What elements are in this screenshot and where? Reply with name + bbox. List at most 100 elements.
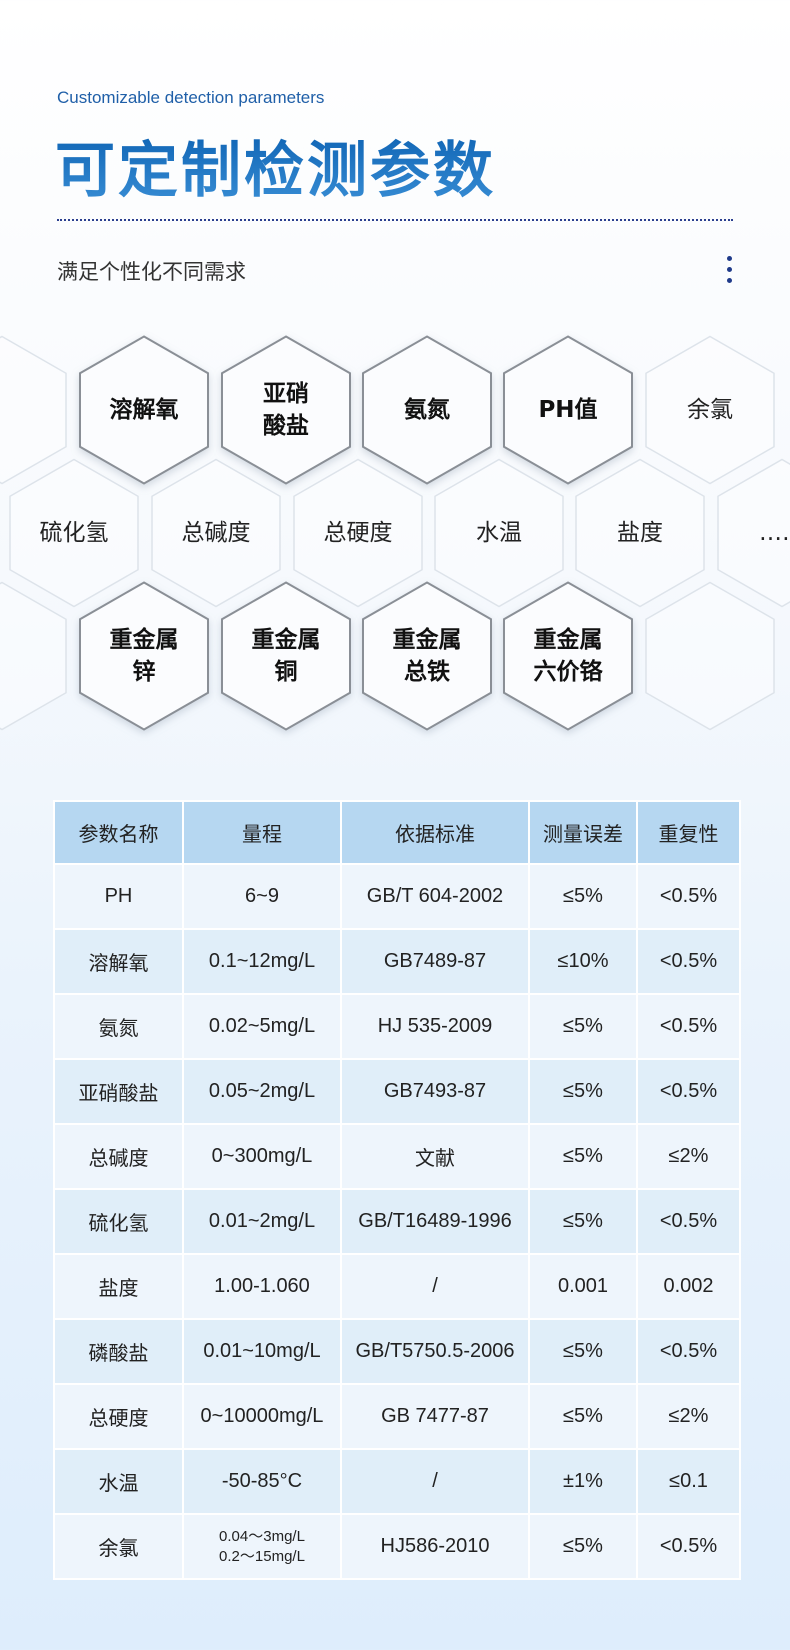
table-cell: 溶解氧 — [53, 928, 184, 995]
table-cell: ≤0.1 — [636, 1448, 741, 1515]
table-cell: <0.5% — [636, 1188, 741, 1255]
column-header: 测量误差 — [528, 800, 638, 865]
table-cell: 0~10000mg/L — [182, 1383, 342, 1450]
vertical-dots-icon — [727, 256, 733, 289]
table-row: 硫化氢 0.01~2mg/L GB/T16489-1996 ≤5% <0.5% — [53, 1188, 741, 1255]
table-cell: 0.002 — [636, 1253, 741, 1320]
table-cell: ≤5% — [528, 993, 638, 1060]
table-cell: 0.1~12mg/L — [182, 928, 342, 995]
table-cell: <0.5% — [636, 1318, 741, 1385]
table-cell: GB 7477-87 — [340, 1383, 530, 1450]
hexagon-tile — [79, 335, 209, 485]
table-cell: 0.01~2mg/L — [182, 1188, 342, 1255]
table-cell: GB/T 604-2002 — [340, 863, 530, 930]
table-row: 总碱度 0~300mg/L 文献 ≤5% ≤2% — [53, 1123, 741, 1190]
table-cell: 总碱度 — [53, 1123, 184, 1190]
hexagon-label: 重金属 六价铬 — [533, 627, 603, 685]
table-cell: 6~9 — [182, 863, 342, 930]
hexagon-tile — [434, 458, 564, 608]
column-header: 依据标准 — [340, 800, 530, 865]
table-cell: ≤5% — [528, 1188, 638, 1255]
hexagon-tile — [293, 458, 423, 608]
hexagon-label: 总硬度 — [323, 520, 393, 546]
table-cell: ≤5% — [528, 1513, 638, 1580]
table-cell: 0.01~10mg/L — [182, 1318, 342, 1385]
table-cell: 文献 — [340, 1123, 530, 1190]
table-header-row: 参数名称 量程 依据标准 测量误差 重复性 — [53, 800, 741, 865]
column-header: 参数名称 — [53, 800, 184, 865]
hexagon-label: 总碱度 — [181, 520, 251, 546]
hexagon-label: 硫化氢 — [39, 520, 109, 546]
table-cell: 硫化氢 — [53, 1188, 184, 1255]
table-cell: ±1% — [528, 1448, 638, 1515]
hexagon-tile — [575, 458, 705, 608]
table-cell: <0.5% — [636, 1058, 741, 1125]
table-cell: / — [340, 1448, 530, 1515]
table-cell: 总硬度 — [53, 1383, 184, 1450]
table-row: 总硬度 0~10000mg/L GB 7477-87 ≤5% ≤2% — [53, 1383, 741, 1450]
hexagon-label: 重金属 锌 — [109, 627, 179, 685]
hexagon-label: 氨氮 — [404, 397, 450, 423]
page-title: 可定制检测参数 — [55, 122, 496, 209]
table-row: 余氯 0.04～3mg/L 0.2～15mg/L HJ586-2010 ≤5% <0.5… — [53, 1513, 741, 1580]
table-cell: -50-85°C — [182, 1448, 342, 1515]
table-cell: 0.04～3mg/L 0.2～15mg/L — [182, 1513, 342, 1580]
hexagon-tile — [717, 458, 790, 608]
hexagon-label: 溶解氧 — [109, 397, 179, 423]
table-cell: 0.02~5mg/L — [182, 993, 342, 1060]
table-cell: 1.00-1.060 — [182, 1253, 342, 1320]
hexagon-tile — [9, 458, 139, 608]
table-row: PH 6~9 GB/T 604-2002 ≤5% <0.5% — [53, 863, 741, 930]
table-row: 水温 -50-85°C / ±1% ≤0.1 — [53, 1448, 741, 1515]
table-cell: <0.5% — [636, 1513, 741, 1580]
table-cell: <0.5% — [636, 863, 741, 930]
table-cell: 盐度 — [53, 1253, 184, 1320]
hexagon-label: …… — [759, 520, 790, 546]
column-header: 量程 — [182, 800, 342, 865]
hexagon-decor — [0, 335, 67, 485]
hexagon-tile — [645, 335, 775, 485]
parameter-table: 参数名称 量程 依据标准 测量误差 重复性 PH 6~9 GB/T 604-2002 ≤5% <… — [53, 800, 741, 1580]
english-subtitle: Customizable detection parameters — [57, 88, 325, 107]
hexagon-tile — [645, 581, 775, 731]
table-cell: 余氯 — [53, 1513, 184, 1580]
table-cell: 氨氮 — [53, 993, 184, 1060]
table-cell: <0.5% — [636, 993, 741, 1060]
hexagon-label: 亚硝 酸盐 — [263, 381, 309, 439]
table-cell: HJ586-2010 — [340, 1513, 530, 1580]
table-cell: GB7489-87 — [340, 928, 530, 995]
table-cell: 0~300mg/L — [182, 1123, 342, 1190]
hexagon-grid — [0, 335, 790, 731]
hexagon-label: 重金属 铜 — [251, 627, 321, 685]
table-cell: <0.5% — [636, 928, 741, 995]
hexagon-tile — [362, 581, 492, 731]
table-cell: HJ 535-2009 — [340, 993, 530, 1060]
hexagon-tile — [221, 581, 351, 731]
hexagon-tile — [151, 458, 281, 608]
hexagon-tile — [503, 335, 633, 485]
hexagon-tile — [503, 581, 633, 731]
table-cell: 亚硝酸盐 — [53, 1058, 184, 1125]
hexagon-tile — [362, 335, 492, 485]
table-row: 亚硝酸盐 0.05~2mg/L GB7493-87 ≤5% <0.5% — [53, 1058, 741, 1125]
hexagon-tile — [221, 335, 351, 485]
table-cell: ≤5% — [528, 863, 638, 930]
table-row: 氨氮 0.02~5mg/L HJ 535-2009 ≤5% <0.5% — [53, 993, 741, 1060]
table-row: 溶解氧 0.1~12mg/L GB7489-87 ≤10% <0.5% — [53, 928, 741, 995]
table-cell: ≤5% — [528, 1058, 638, 1125]
hexagon-label: 余氯 — [687, 397, 733, 423]
dotted-divider — [57, 219, 733, 221]
table-cell: 水温 — [53, 1448, 184, 1515]
table-cell: GB7493-87 — [340, 1058, 530, 1125]
table-cell: ≤10% — [528, 928, 638, 995]
table-row: 盐度 1.00-1.060/0.001 0.002 — [53, 1253, 741, 1320]
table-cell: PH — [53, 863, 184, 930]
table-row: 磷酸盐 0.01~10mg/L GB/T5750.5-2006 ≤5% <0.5% — [53, 1318, 741, 1385]
table-cell: ≤5% — [528, 1318, 638, 1385]
table-cell: / — [340, 1253, 530, 1320]
table-cell: ≤5% — [528, 1123, 638, 1190]
table-cell: GB/T16489-1996 — [340, 1188, 530, 1255]
table-cell: ≤5% — [528, 1383, 638, 1450]
table-cell: 0.05~2mg/L — [182, 1058, 342, 1125]
column-header: 重复性 — [636, 800, 741, 865]
